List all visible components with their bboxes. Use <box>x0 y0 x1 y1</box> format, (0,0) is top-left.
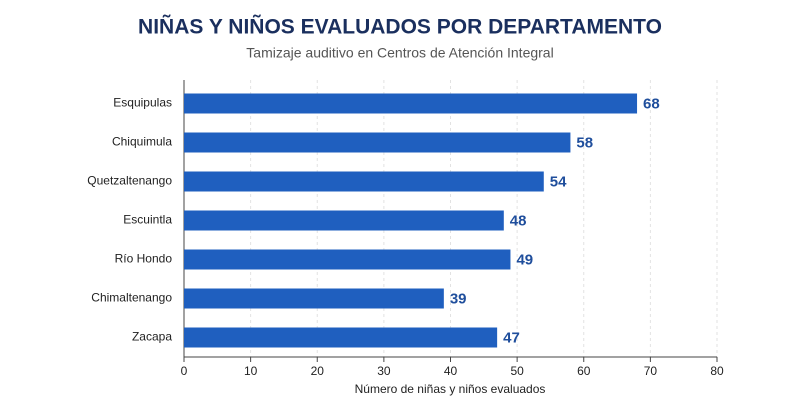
x-tick-label: 80 <box>710 364 724 378</box>
y-tick-label: Chiquimula <box>112 135 172 149</box>
bar <box>184 210 504 231</box>
x-tick-label: 20 <box>311 364 325 378</box>
y-tick-label: Escuintla <box>123 213 172 227</box>
y-tick-label: Chimaltenango <box>91 291 172 305</box>
y-tick-label: Esquipulas <box>113 96 172 110</box>
value-label: 68 <box>643 95 660 112</box>
value-label: 54 <box>550 173 567 190</box>
value-label: 58 <box>576 134 593 151</box>
bar <box>184 327 498 348</box>
x-tick-label: 0 <box>181 364 188 378</box>
bar <box>184 132 571 153</box>
value-label: 47 <box>503 329 520 346</box>
chart-subtitle: Tamizaje auditivo en Centros de Atención… <box>246 45 553 61</box>
x-axis-label: Número de niñas y niños evaluados <box>355 382 546 396</box>
y-tick-label: Zacapa <box>132 330 172 344</box>
chart-title: NIÑAS Y NIÑOS EVALUADOS POR DEPARTAMENTO <box>138 16 662 39</box>
x-tick-label: 50 <box>510 364 524 378</box>
x-tick-label: 10 <box>244 364 258 378</box>
bar <box>184 249 511 270</box>
x-tick-label: 70 <box>644 364 658 378</box>
bar <box>184 93 638 114</box>
x-tick-label: 60 <box>577 364 591 378</box>
x-tick-label: 40 <box>444 364 458 378</box>
y-tick-label: Quetzaltenango <box>87 174 172 188</box>
x-tick-label: 30 <box>377 364 391 378</box>
bar <box>184 171 544 192</box>
value-label: 48 <box>510 212 527 229</box>
bar <box>184 288 444 309</box>
value-label: 49 <box>516 251 533 268</box>
value-label: 39 <box>450 290 467 307</box>
y-tick-label: Río Hondo <box>115 252 173 266</box>
